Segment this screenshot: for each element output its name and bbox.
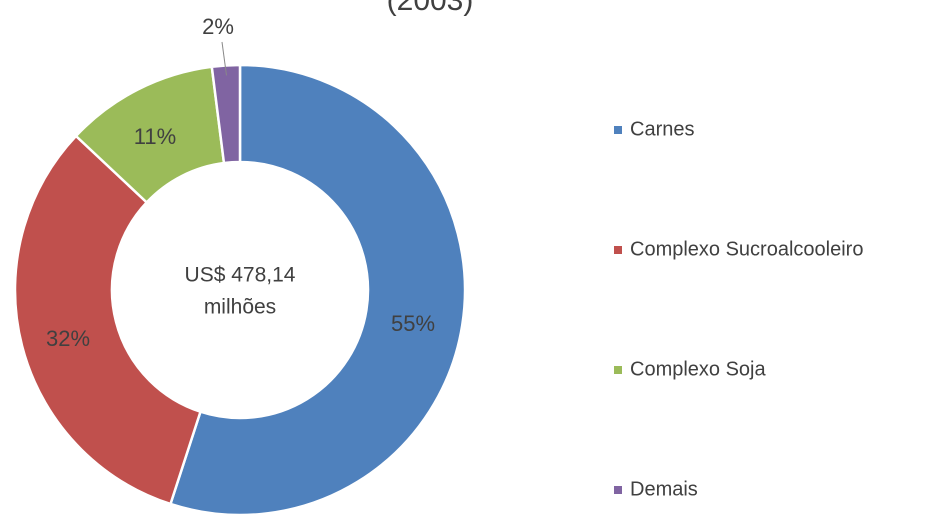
chart-title: (2003) xyxy=(387,0,474,17)
data-label: 2% xyxy=(202,14,234,39)
donut-segment xyxy=(210,63,242,165)
donut-segment xyxy=(13,134,203,506)
data-label: 11% xyxy=(134,124,176,149)
legend-label: Complexo Sucroalcooleiro xyxy=(630,238,863,260)
legend-swatch xyxy=(614,366,622,374)
legend-label: Complexo Soja xyxy=(630,358,767,380)
legend-swatch xyxy=(614,486,622,494)
legend-swatch xyxy=(614,246,622,254)
donut-segment xyxy=(168,63,467,514)
legend-swatch xyxy=(614,126,622,134)
leader-line xyxy=(221,41,227,76)
center-label: US$ 478,14 xyxy=(185,264,296,287)
legend-label: Carnes xyxy=(630,118,694,140)
legend-label: Demais xyxy=(630,478,698,500)
data-label: 32% xyxy=(46,326,90,351)
data-label: 55% xyxy=(391,311,435,336)
center-label: milhões xyxy=(204,296,276,319)
